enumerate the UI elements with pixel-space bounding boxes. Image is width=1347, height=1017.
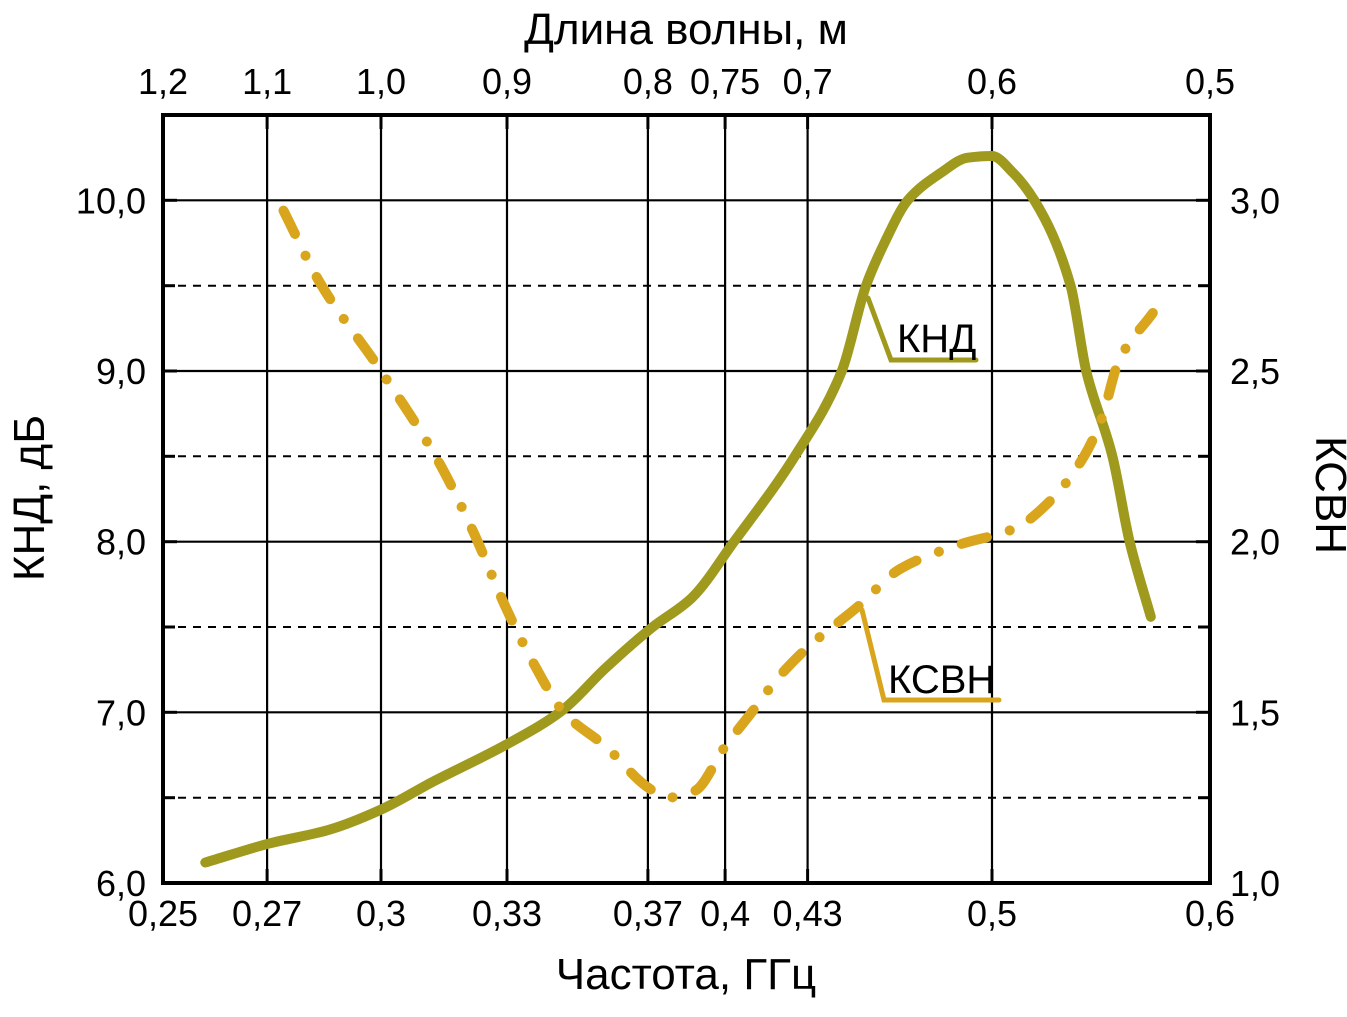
y-left-tick-label: 8,0 (96, 522, 146, 563)
y-right-tick-label: 2,0 (1230, 522, 1280, 563)
plot-frame (161, 113, 1212, 885)
top-tick-label: 0,7 (783, 61, 833, 102)
series-layer (200, 151, 1158, 868)
y-right-tick-label: 2,5 (1230, 351, 1280, 392)
x-tick-label: 0,27 (232, 893, 302, 934)
tick-label-layer: 0,25 0,27 0,3 0,33 0,37 0,4 0,43 0,5 0,6 1,2 1,1 1,… (76, 61, 1280, 934)
knd-series-label: КНД (897, 317, 976, 361)
ksvn-callout-line (859, 607, 1002, 703)
x-tick-label: 0,3 (356, 893, 406, 934)
x-tick-label: 0,4 (700, 893, 750, 934)
top-axis-title: Длина волны, м (524, 5, 848, 54)
top-tick-label: 0,75 (690, 61, 760, 102)
ksvn-series-label: КСВН (888, 658, 995, 702)
frame-layer (161, 113, 1212, 885)
y-left-tick-label: 7,0 (96, 692, 146, 733)
knd-callout-line (865, 295, 979, 363)
ksvn-curve (278, 205, 1158, 803)
x-tick-label: 0,5 (967, 893, 1017, 934)
y-right-tick-label: 1,0 (1230, 863, 1280, 904)
top-tick-label: 1,0 (356, 61, 406, 102)
top-tick-label: 0,9 (482, 61, 532, 102)
x-tick-label: 0,37 (613, 893, 683, 934)
x-tick-label: 0,6 (1185, 893, 1235, 934)
top-tick-label: 1,2 (138, 61, 188, 102)
right-axis-title: КСВН (1306, 436, 1347, 554)
x-tick-label: 0,25 (128, 893, 198, 934)
y-left-tick-label: 9,0 (96, 351, 146, 392)
top-tick-label: 0,5 (1185, 61, 1235, 102)
top-tick-label: 0,6 (967, 61, 1017, 102)
y-right-tick-label: 3,0 (1230, 180, 1280, 221)
top-tick-label: 0,8 (623, 61, 673, 102)
x-tick-label: 0,43 (773, 893, 843, 934)
x-tick-label: 0,33 (472, 893, 542, 934)
knd-curve (200, 151, 1156, 868)
left-axis-title: КНД, дБ (5, 415, 54, 581)
top-tick-label: 1,1 (242, 61, 292, 102)
y-right-tick-label: 1,5 (1230, 692, 1280, 733)
y-left-tick-label: 10,0 (76, 180, 146, 221)
y-left-tick-label: 6,0 (96, 863, 146, 904)
bottom-axis-title: Частота, ГГц (556, 950, 816, 999)
